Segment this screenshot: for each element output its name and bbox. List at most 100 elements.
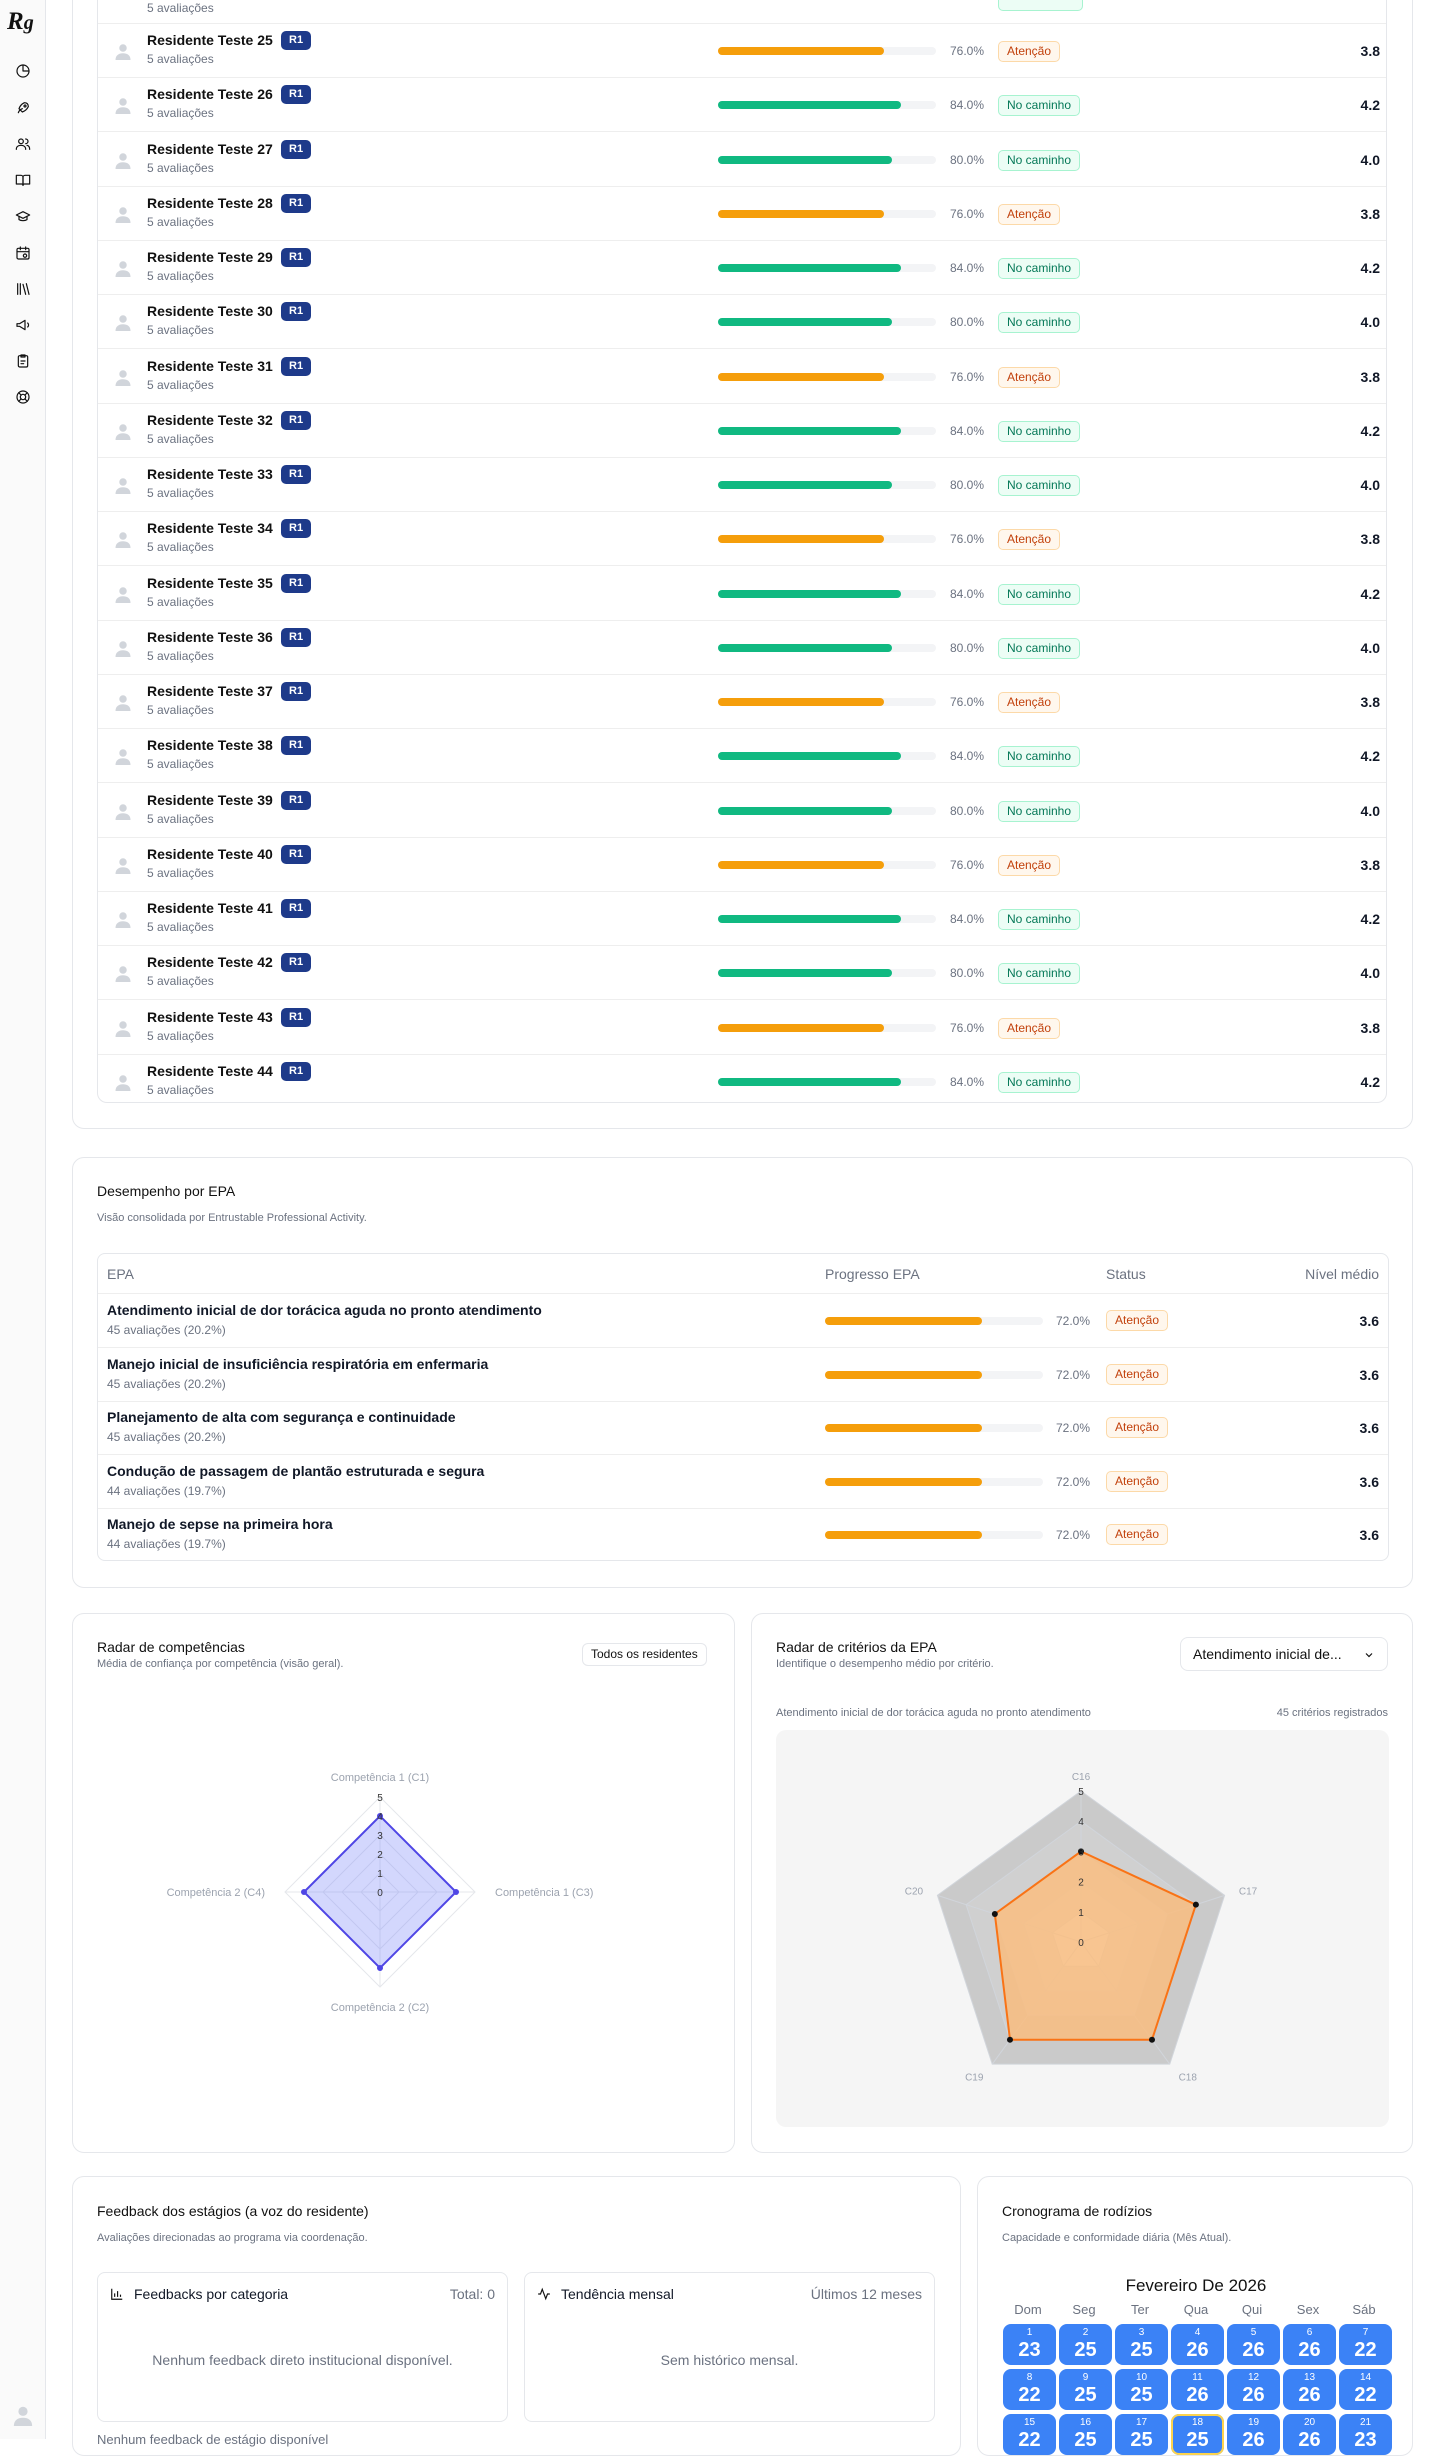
library-icon[interactable] bbox=[14, 280, 32, 298]
users-icon[interactable] bbox=[14, 135, 32, 153]
clipboard-icon[interactable] bbox=[14, 352, 32, 370]
resident-name[interactable]: Residente Teste 29 bbox=[147, 249, 273, 265]
calendar-day[interactable]: 14 22 bbox=[1339, 2369, 1392, 2410]
resident-name[interactable]: Residente Teste 25 bbox=[147, 32, 273, 48]
epa-row[interactable]: Manejo de sepse na primeira hora 44 avali… bbox=[98, 1508, 1388, 1560]
day-number: 13 bbox=[1303, 2372, 1316, 2383]
calendar-day[interactable]: 20 26 bbox=[1283, 2414, 1336, 2455]
day-number: 10 bbox=[1135, 2372, 1148, 2383]
epa-subtitle: 45 avaliações (20.2%) bbox=[107, 1430, 226, 1445]
epa-row[interactable]: Condução de passagem de plantão estrutur… bbox=[98, 1455, 1388, 1509]
table-row[interactable]: Residente Teste 39 R1 5 avaliações 80.0% No … bbox=[98, 784, 1386, 838]
calendar-day[interactable]: 10 25 bbox=[1115, 2369, 1168, 2410]
table-row[interactable]: Residente Teste 38 R1 5 avaliações 84.0% No … bbox=[98, 729, 1386, 784]
row-subtitle: 5 avaliações bbox=[147, 377, 214, 392]
calendar-day[interactable]: 17 25 bbox=[1115, 2414, 1168, 2455]
resident-name[interactable]: Residente Teste 38 bbox=[147, 737, 273, 754]
calendar-day[interactable]: 21 23 bbox=[1339, 2414, 1392, 2455]
table-row[interactable]: Residente Teste 33 R1 5 avaliações 80.0% No … bbox=[98, 458, 1386, 512]
resident-name[interactable]: Residente Teste 30 bbox=[147, 303, 273, 320]
table-row[interactable]: Residente Teste 40 R1 5 avaliações 76.0% Ate… bbox=[98, 838, 1386, 892]
resident-name[interactable]: Residente Teste 34 bbox=[147, 520, 273, 537]
table-row[interactable]: Residente Teste 34 R1 5 avaliações 76.0% Ate… bbox=[98, 512, 1386, 567]
epa-name: Manejo de sepse na primeira hora bbox=[107, 1516, 333, 1533]
graduation-cap-icon[interactable] bbox=[14, 208, 32, 226]
resident-name[interactable]: Residente Teste 32 bbox=[147, 411, 273, 428]
calendar-day[interactable]: 18 25 bbox=[1171, 2414, 1224, 2455]
table-row[interactable]: Residente Teste 25 R1 5 avaliações 76.0% Ate… bbox=[98, 24, 1386, 78]
calendar-day[interactable]: 1 23 bbox=[1003, 2324, 1056, 2365]
epa-row[interactable]: Planejamento de alta com segurança e con… bbox=[98, 1401, 1388, 1456]
resident-name[interactable]: Residente Teste 26 bbox=[147, 86, 273, 103]
epa-radar-count: 45 critérios registrados bbox=[1276, 1707, 1388, 1719]
calendar-day[interactable]: 4 26 bbox=[1171, 2324, 1224, 2365]
resident-name[interactable]: Residente Teste 33 bbox=[147, 466, 273, 482]
calendar-day[interactable]: 7 22 bbox=[1339, 2324, 1392, 2365]
megaphone-icon[interactable] bbox=[14, 316, 32, 334]
resident-filter-button[interactable]: Todos os residentes bbox=[582, 1643, 707, 1666]
table-row[interactable]: Residente Teste 27 R1 5 avaliações 80.0% No … bbox=[98, 133, 1386, 187]
table-row[interactable]: 5 avaliações bbox=[98, 0, 1386, 24]
avatar-icon bbox=[115, 695, 131, 711]
calendar-day[interactable]: 13 26 bbox=[1283, 2369, 1336, 2410]
resident-name[interactable]: Residente Teste 36 bbox=[147, 628, 273, 645]
table-row[interactable]: Residente Teste 29 R1 5 avaliações 84.0% No … bbox=[98, 241, 1386, 295]
radar-point bbox=[1078, 1848, 1084, 1855]
rocket-icon[interactable] bbox=[14, 99, 32, 117]
epa-subtitle: 44 avaliações (19.7%) bbox=[107, 1483, 226, 1498]
epa-select[interactable]: Atendimento inicial de... bbox=[1180, 1637, 1388, 1671]
progress-fill bbox=[718, 806, 893, 815]
calendar-day[interactable]: 3 25 bbox=[1115, 2324, 1168, 2365]
table-row[interactable]: Residente Teste 28 R1 5 avaliações 76.0% Ate… bbox=[98, 187, 1386, 241]
resident-name[interactable]: Residente Teste 37 bbox=[147, 683, 273, 699]
resident-name[interactable]: Residente Teste 39 bbox=[147, 791, 273, 808]
table-row[interactable]: Residente Teste 37 R1 5 avaliações 76.0% Ate… bbox=[98, 675, 1386, 729]
resident-name[interactable]: Residente Teste 27 bbox=[147, 140, 273, 157]
calendar-day[interactable]: 6 26 bbox=[1283, 2324, 1336, 2365]
resident-name[interactable]: Residente Teste 41 bbox=[147, 900, 273, 916]
epa-row[interactable]: Atendimento inicial de dor torácica agud… bbox=[98, 1294, 1388, 1348]
resident-name[interactable]: Residente Teste 43 bbox=[147, 1008, 273, 1025]
user-avatar-icon[interactable] bbox=[12, 2404, 34, 2426]
progress-bar bbox=[718, 101, 936, 110]
table-row[interactable]: Residente Teste 30 R1 5 avaliações 80.0% No … bbox=[98, 295, 1386, 350]
calendar-day[interactable]: 15 22 bbox=[1003, 2414, 1056, 2455]
table-row[interactable]: Residente Teste 26 R1 5 avaliações 84.0% No … bbox=[98, 78, 1386, 133]
table-row[interactable]: Residente Teste 42 R1 5 avaliações 80.0% No … bbox=[98, 946, 1386, 1001]
radar-tick-label: 2 bbox=[1078, 1878, 1084, 1889]
calendar-month: Fevereiro De 2026 bbox=[1125, 2276, 1267, 2295]
app-logo[interactable]: Rg bbox=[7, 8, 34, 35]
table-row[interactable]: Residente Teste 32 R1 5 avaliações 84.0% No … bbox=[98, 404, 1386, 458]
epa-row[interactable]: Manejo inicial de insuficiência respirat… bbox=[98, 1348, 1388, 1402]
resident-name[interactable]: Residente Teste 42 bbox=[147, 954, 273, 971]
average-score: 4.0 bbox=[1360, 802, 1380, 819]
calendar-day[interactable]: 8 22 bbox=[1003, 2369, 1056, 2410]
table-row[interactable]: Residente Teste 31 R1 5 avaliações 76.0% Ate… bbox=[98, 350, 1386, 404]
epa-criteria-radar-chart: 0 1 2 3 4 5 C16 C17 C18 C19 C20 bbox=[905, 1772, 1258, 2083]
table-row[interactable]: Residente Teste 43 R1 5 avaliações 76.0% Ate… bbox=[98, 1001, 1386, 1055]
resident-name[interactable]: Residente Teste 31 bbox=[147, 357, 273, 374]
calendar-day[interactable]: 9 25 bbox=[1059, 2369, 1112, 2410]
calendar-day[interactable]: 19 26 bbox=[1227, 2414, 1280, 2455]
calendar-day[interactable]: 11 26 bbox=[1171, 2369, 1224, 2410]
calendar-day[interactable]: 2 25 bbox=[1059, 2324, 1112, 2365]
resident-name[interactable]: Residente Teste 40 bbox=[147, 845, 273, 862]
table-row[interactable]: Residente Teste 44 R1 5 avaliações 84.0% No … bbox=[98, 1055, 1386, 1102]
book-open-icon[interactable] bbox=[14, 171, 32, 189]
help-circle-icon[interactable] bbox=[14, 388, 32, 406]
progress-percent: 76.0% bbox=[949, 532, 984, 547]
calendar-day[interactable]: 5 26 bbox=[1227, 2324, 1280, 2365]
calendar-day[interactable]: 16 25 bbox=[1059, 2414, 1112, 2455]
resident-name[interactable]: Residente Teste 44 bbox=[147, 1062, 273, 1079]
table-row[interactable]: Residente Teste 35 R1 5 avaliações 84.0% No … bbox=[98, 567, 1386, 621]
progress-fill bbox=[718, 101, 902, 110]
dashboard-chart-icon[interactable] bbox=[14, 62, 32, 80]
resident-name[interactable]: Residente Teste 28 bbox=[147, 194, 273, 211]
calendar-clock-icon[interactable] bbox=[14, 244, 32, 262]
day-number: 1 bbox=[1026, 2327, 1033, 2338]
table-row[interactable]: Residente Teste 41 R1 5 avaliações 84.0% No … bbox=[98, 892, 1386, 946]
radar-tick-label: 1 bbox=[1078, 1908, 1084, 1919]
resident-name[interactable]: Residente Teste 35 bbox=[147, 574, 273, 591]
table-row[interactable]: Residente Teste 36 R1 5 avaliações 80.0% No … bbox=[98, 621, 1386, 675]
calendar-day[interactable]: 12 26 bbox=[1227, 2369, 1280, 2410]
